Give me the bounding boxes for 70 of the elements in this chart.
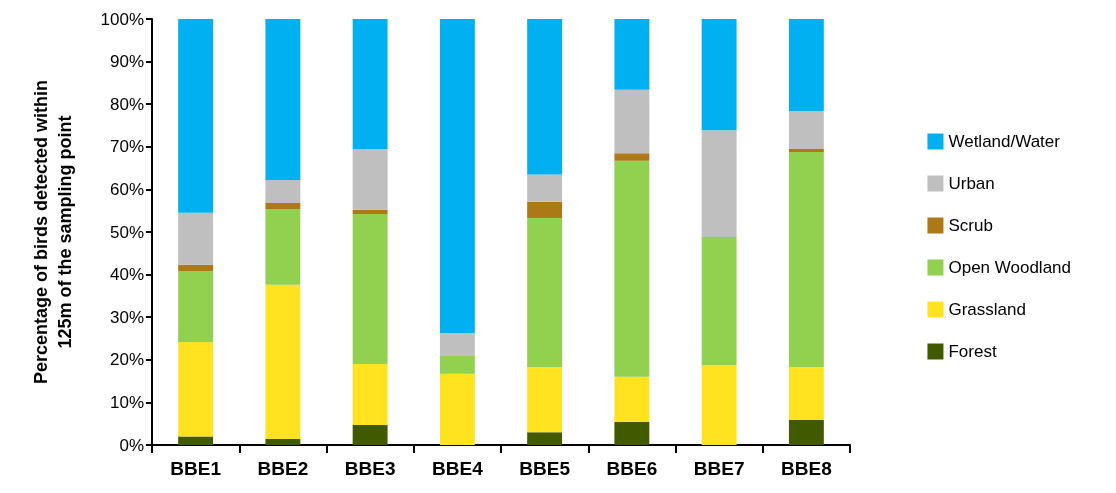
bar [178,271,214,342]
y-tick-label: 60% [109,179,144,199]
bar [614,153,650,161]
bar [265,284,301,440]
bar [788,367,824,420]
x-tick-label: BBE7 [693,458,745,479]
bar [701,19,737,131]
bar [265,180,301,204]
bar [701,237,737,366]
bar [178,436,214,445]
y-tick-label: 100% [100,9,144,29]
bar [352,148,388,210]
x-tick-label: BBE2 [257,458,309,479]
x-tick-label: BBE6 [606,458,658,479]
legend-label: Scrub [948,216,993,235]
bar [178,341,214,437]
bar [527,174,563,202]
bar [614,89,650,154]
bar [352,214,388,365]
bar [788,19,824,112]
bar [527,432,563,445]
bar [178,264,214,272]
y-tick-label: 20% [109,350,144,370]
bar [614,19,650,90]
bar [352,364,388,425]
bar [701,365,737,445]
bar [788,111,824,149]
bar [265,439,301,445]
bar [352,209,388,215]
bar [439,373,475,445]
y-tick-label: 70% [109,137,144,157]
x-tick-label: BBE1 [170,458,222,479]
y-tick-label: 90% [109,52,144,72]
x-tick-label: BBE4 [432,458,484,479]
bar [788,151,824,368]
x-tick-label: BBE5 [519,458,571,479]
bar [439,332,475,356]
bar [527,367,563,433]
legend-label: Urban [948,174,995,193]
bar [527,217,563,368]
y-tick-label: 0% [119,435,144,455]
bar [439,19,475,333]
bar [265,19,301,181]
y-tick-label: 40% [109,265,144,285]
y-tick-label: 30% [109,307,144,327]
bar [265,203,301,209]
bar [439,355,475,374]
bar [265,209,301,285]
bar [527,201,563,218]
bar [527,19,563,175]
bar [788,148,824,152]
y-axis-title: Percentage of birds detected within 125m of the sampling point [31,79,75,385]
bar [614,160,650,377]
bar [178,212,214,265]
bar [614,422,650,445]
legend-label: Grassland [948,300,1026,319]
x-tick-label: BBE8 [781,458,832,479]
legend-label: Open Woodland [948,258,1072,277]
legend-label: Wetland/Water [948,132,1061,151]
bar [352,424,388,445]
bar [701,130,737,238]
bar [614,376,650,422]
y-tick-label: 10% [109,392,144,412]
x-tick-label: BBE3 [344,458,396,479]
bar [788,419,824,445]
bar [178,19,214,213]
bar [352,19,388,149]
legend-label: Forest [948,342,997,361]
y-tick-label: 80% [109,94,144,114]
y-tick-label: 50% [109,222,144,242]
